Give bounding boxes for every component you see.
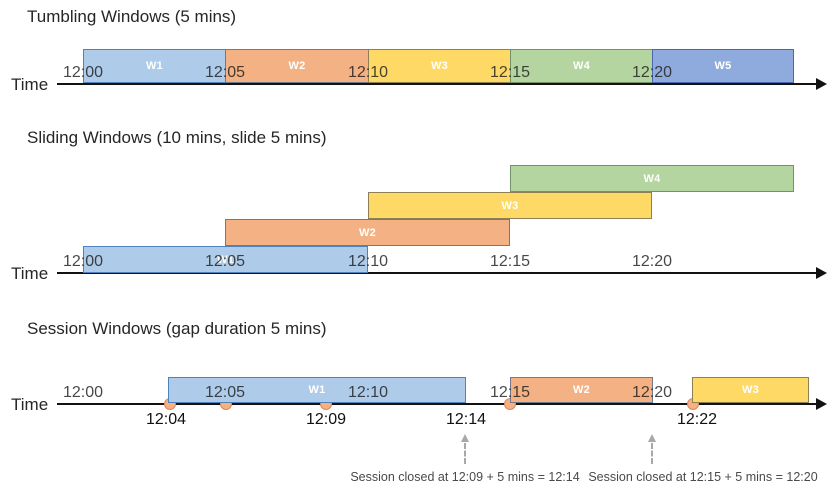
session-window-w3: W3 (692, 377, 809, 403)
sliding-tick-0: 12:00 (62, 253, 104, 270)
window-label: W4 (643, 172, 661, 185)
tumbling-title: Tumbling Windows (5 mins) (27, 7, 237, 26)
window-label: W3 (741, 384, 760, 396)
tumbling-window-w4: W4 (510, 49, 653, 83)
session-title: Session Windows (gap duration 5 mins) (27, 319, 327, 338)
session-event-time-label: 12:09 (305, 411, 347, 428)
session-window-w2: W2 (510, 377, 653, 403)
tumbling-window-w5: W5 (652, 49, 794, 83)
tumbling-window-w2: W2 (225, 49, 369, 83)
session-arrow-right-icon (816, 398, 827, 410)
window-label: W2 (358, 226, 377, 239)
window-label: W4 (572, 60, 591, 72)
session-time-axis-label: Time (11, 395, 49, 414)
tumbling-timeline-line (57, 83, 820, 85)
window-label: W1 (145, 60, 164, 72)
session-close-dashed-arrow (464, 443, 466, 464)
session-tick-1: 12:05 (204, 384, 246, 401)
session-tick-0: 12:00 (62, 384, 104, 401)
sliding-window-w2: W2 (225, 219, 510, 246)
sliding-arrow-right-icon (816, 267, 827, 279)
sliding-window-w1: W1 (83, 246, 368, 273)
tumbling-window-w1: W1 (83, 49, 226, 83)
tumbling-tick-3: 12:15 (489, 64, 531, 81)
sliding-tick-4: 12:20 (631, 253, 673, 270)
tumbling-tick-2: 12:10 (347, 64, 389, 81)
sliding-time-axis-label: Time (11, 264, 49, 283)
session-tick-2: 12:10 (347, 384, 389, 401)
session-event-time-label: 12:04 (145, 411, 187, 428)
session-close-dashed-arrow (651, 443, 653, 464)
session-event-time-label: 12:14 (445, 411, 487, 428)
sliding-timeline-line (57, 272, 820, 274)
window-label: W5 (714, 60, 732, 72)
session-event-time-label: 12:22 (676, 411, 718, 428)
session-tick-4: 12:20 (631, 384, 673, 401)
sliding-title: Sliding Windows (10 mins, slide 5 mins) (27, 128, 327, 147)
tumbling-time-axis-label: Time (11, 75, 49, 94)
sliding-window-w4: W4 (510, 165, 794, 192)
session-close-arrowhead-icon (461, 434, 469, 442)
window-label: W3 (501, 199, 519, 212)
window-label: W3 (430, 60, 449, 72)
session-timeline-line (57, 403, 820, 405)
session-window-w1: W1 (168, 377, 466, 403)
tumbling-window-w3: W3 (368, 49, 511, 83)
sliding-tick-3: 12:15 (489, 253, 531, 270)
tumbling-tick-1: 12:05 (204, 64, 246, 81)
session-tick-3: 12:15 (489, 384, 531, 401)
session-close-annotation: Session closed at 12:09 + 5 mins = 12:14 (350, 470, 580, 484)
window-label: W2 (572, 384, 591, 396)
tumbling-tick-4: 12:20 (631, 64, 673, 81)
tumbling-arrow-right-icon (816, 78, 827, 90)
window-label: W2 (288, 60, 306, 72)
session-close-arrowhead-icon (648, 434, 656, 442)
sliding-tick-2: 12:10 (347, 253, 389, 270)
tumbling-tick-0: 12:00 (62, 64, 104, 81)
sliding-window-w3: W3 (368, 192, 652, 219)
sliding-tick-1: 12:05 (204, 253, 246, 270)
window-label: W1 (216, 253, 235, 266)
session-close-annotation: Session closed at 12:15 + 5 mins = 12:20 (588, 470, 818, 484)
window-label: W1 (308, 384, 326, 396)
